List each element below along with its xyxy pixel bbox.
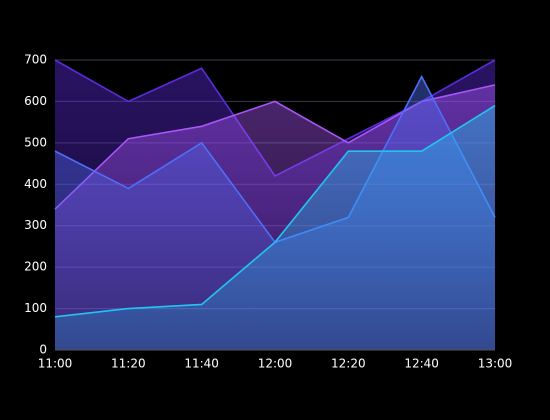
- x-tick-label: 12:20: [331, 357, 366, 371]
- x-tick-label: 13:00: [478, 357, 513, 371]
- y-tick-label: 500: [24, 135, 47, 149]
- y-tick-label: 300: [24, 218, 47, 232]
- x-tick-label: 11:20: [111, 357, 146, 371]
- x-tick-label: 12:00: [258, 357, 293, 371]
- area-fill: [55, 105, 495, 350]
- y-tick-label: 700: [24, 53, 47, 67]
- y-tick-label: 600: [24, 94, 47, 108]
- y-tick-label: 200: [24, 260, 47, 274]
- x-tick-label: 12:40: [404, 357, 439, 371]
- y-tick-label: 400: [24, 177, 47, 191]
- y-tick-label: 100: [24, 301, 47, 315]
- x-tick-label: 11:40: [184, 357, 219, 371]
- series-line: [54, 104, 496, 318]
- y-tick-label: 0: [39, 343, 47, 357]
- x-tick-label: 11:00: [38, 357, 73, 371]
